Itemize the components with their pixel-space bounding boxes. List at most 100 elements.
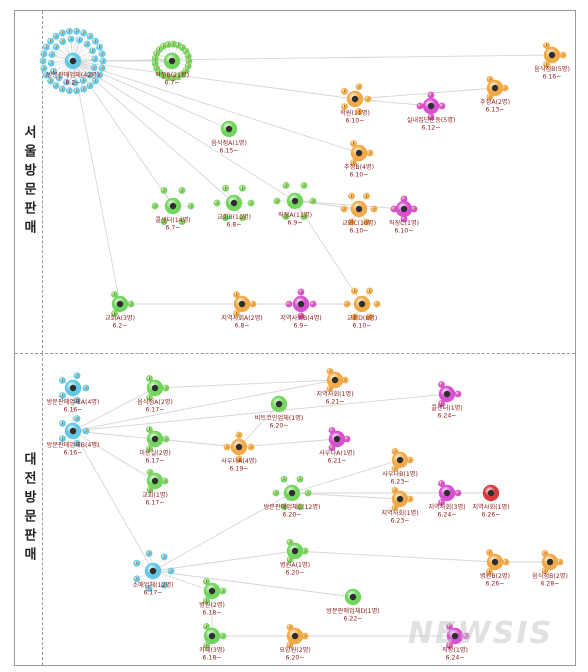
case-glyph [167, 75, 169, 79]
case-glyph [329, 369, 331, 373]
cluster-node-core [69, 384, 77, 392]
cluster-date-label: 6.8~ [234, 323, 249, 330]
case-glyph [165, 437, 167, 440]
case-glyph [376, 302, 378, 305]
case-glyph [358, 109, 360, 113]
case-glyph [449, 643, 450, 647]
case-glyph [102, 59, 104, 62]
case-glyph [343, 89, 345, 93]
cluster-node-core [291, 547, 299, 555]
case-glyph [181, 219, 183, 223]
case-glyph [43, 66, 45, 69]
cluster-node-core [331, 376, 339, 384]
cluster-d3: 음식점A(2명)6.17~ [137, 375, 173, 414]
cluster-name-label: 지역사회(1명) [316, 390, 353, 398]
case-glyph [344, 378, 346, 381]
cluster-name-label: 학원(11명) [340, 109, 370, 117]
cluster-s13: 직장C(1명)6.10~ [389, 195, 419, 235]
case-glyph [312, 199, 314, 202]
case-glyph [299, 505, 301, 508]
case-glyph [206, 598, 207, 602]
cluster-date-label: 6.10~ [346, 118, 365, 125]
case-glyph [489, 569, 490, 573]
case-glyph [182, 72, 184, 76]
case-glyph [489, 95, 491, 98]
section-label-daejeon: 대전방문판매 [15, 353, 43, 665]
cluster-d22: 카페(3명)6.18~ [199, 623, 227, 662]
case-glyph [489, 550, 490, 554]
case-glyph [242, 186, 243, 190]
cluster-date-label: 6.10~ [353, 323, 372, 330]
cluster-node-core [208, 632, 216, 640]
cluster-date-label: 6.18~ [203, 610, 222, 617]
cluster-name-label: 지역사회A(2명) [221, 314, 262, 322]
case-glyph [70, 37, 72, 40]
case-glyph [367, 97, 369, 100]
case-glyph [136, 577, 138, 580]
case-glyph [190, 204, 192, 207]
case-glyph [68, 29, 70, 33]
case-glyph [61, 421, 63, 425]
cluster-name-label: 카페(3명) [199, 646, 225, 654]
case-glyph [441, 481, 442, 485]
cluster-date-label: 6.20~ [283, 512, 302, 519]
case-glyph [353, 141, 354, 145]
cluster-s10: 교회B(11명)6.8~ [213, 184, 255, 229]
case-glyph [505, 560, 507, 563]
edge-line [72, 60, 356, 100]
case-glyph [45, 73, 47, 76]
cluster-date-label: 6.23~ [391, 518, 410, 525]
node-layer: 방문판매업체(42명)6.2~직장B(21명)6.7~음식점B(5명)6.16~… [39, 27, 570, 662]
cluster-node-core [235, 443, 243, 451]
cluster-date-label: 6.7~ [164, 80, 179, 87]
cluster-date-label: 6.13~ [486, 107, 505, 114]
case-glyph [441, 104, 443, 107]
case-glyph [206, 643, 207, 647]
case-glyph [289, 558, 291, 561]
cluster-name-label: 교회(1명) [142, 491, 168, 499]
case-glyph [304, 549, 306, 552]
cluster-date-label: 6.24~ [446, 655, 465, 662]
section-title-seoul: 서울방문판매 [21, 125, 36, 239]
cluster-d7: 비트코인업체(1명)6.20~ [255, 395, 303, 430]
cluster-d9: 사우나A(4명)6.19~ [221, 431, 257, 473]
edge-line [72, 60, 360, 154]
case-glyph [130, 302, 132, 305]
case-glyph [163, 188, 165, 192]
case-glyph [312, 302, 314, 305]
cluster-name-label: 실내집단운동(5명) [407, 116, 456, 124]
cluster-name-label: 음식점A(1명) [211, 139, 247, 147]
diagram-frame: 서울방문판매 대전방문판매 방문판매업체(42명) 6.2~ 직장B(21명) 6.7… [14, 10, 576, 666]
case-glyph [544, 569, 546, 572]
case-glyph [343, 207, 345, 210]
cluster-name-label: 교회C(10명) [342, 219, 376, 227]
cluster-date-label: 6.21~ [328, 458, 347, 465]
case-glyph [289, 625, 291, 629]
edge-layer [72, 54, 553, 637]
case-glyph [154, 61, 156, 65]
cluster-d10: 사우나A(1명)6.21~ [319, 426, 355, 465]
case-glyph [172, 76, 174, 79]
case-glyph [430, 115, 432, 118]
case-glyph [276, 199, 278, 202]
cluster-name-label: 콜센터(14명) [155, 216, 190, 224]
case-glyph [187, 54, 189, 57]
case-glyph [369, 315, 370, 318]
case-glyph [136, 561, 138, 564]
cluster-node-core [396, 495, 404, 503]
case-glyph [148, 586, 150, 590]
cluster-name-label: 방문판매업체D(1명) [326, 607, 379, 615]
cluster-d4: 미용실(2명)6.17~ [139, 426, 171, 465]
cluster-node-core [291, 632, 299, 640]
case-glyph [50, 61, 52, 64]
cluster-node-core [69, 427, 77, 435]
cluster-node-core [116, 300, 124, 308]
cluster-node-core [168, 57, 176, 65]
cluster-s11: 직장A(11명)6.9~ [273, 182, 317, 227]
cluster-node-core [349, 593, 357, 601]
transmission-network: 방문판매업체(42명)6.2~직장B(21명)6.7~음식점B(5명)6.16~… [39, 27, 570, 662]
cluster-node-core [238, 300, 246, 308]
case-glyph [394, 506, 396, 509]
cluster-node-core [491, 558, 499, 566]
cluster-d19: 음식점B(2명)6.28~ [532, 549, 568, 588]
